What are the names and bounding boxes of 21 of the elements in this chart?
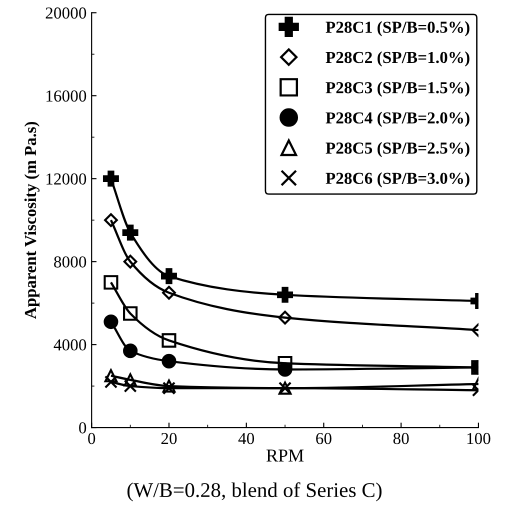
x-tick-label: 80 <box>393 432 409 444</box>
y-tick-label: 4000 <box>54 339 86 351</box>
y-tick-label: 12000 <box>46 173 86 185</box>
x-tick-label: 40 <box>238 432 254 444</box>
legend-label: P28C2 (SP/B=1.0%) <box>326 51 470 66</box>
x-tick-label: 20 <box>161 432 177 444</box>
y-axis-title: Apparent Viscosity (m Pa.s) <box>24 122 40 319</box>
text: (W/B=0.28, blend of Series C) <box>127 482 382 502</box>
y-tick-label: 0 <box>79 422 86 434</box>
y-tick-label: 16000 <box>46 90 86 102</box>
legend-label: P28C4 (SP/B=2.0%) <box>326 112 470 127</box>
x-tick-label: 0 <box>88 432 96 444</box>
x-axis-title: RPM <box>266 450 304 462</box>
x-tick-label: 60 <box>316 432 332 444</box>
y-tick-label: 20000 <box>46 7 86 19</box>
legend-label: P28C3 (SP/B=1.5%) <box>326 82 470 97</box>
legend-label: P28C5 (SP/B=2.5%) <box>326 142 470 158</box>
legend-label: P28C1 (SP/B=0.5%) <box>326 21 470 36</box>
y-tick-label: 8000 <box>54 256 86 268</box>
x-tick-label: 100 <box>467 432 490 444</box>
legend-label: P28C6 (SP/B=3.0%) <box>326 172 470 188</box>
